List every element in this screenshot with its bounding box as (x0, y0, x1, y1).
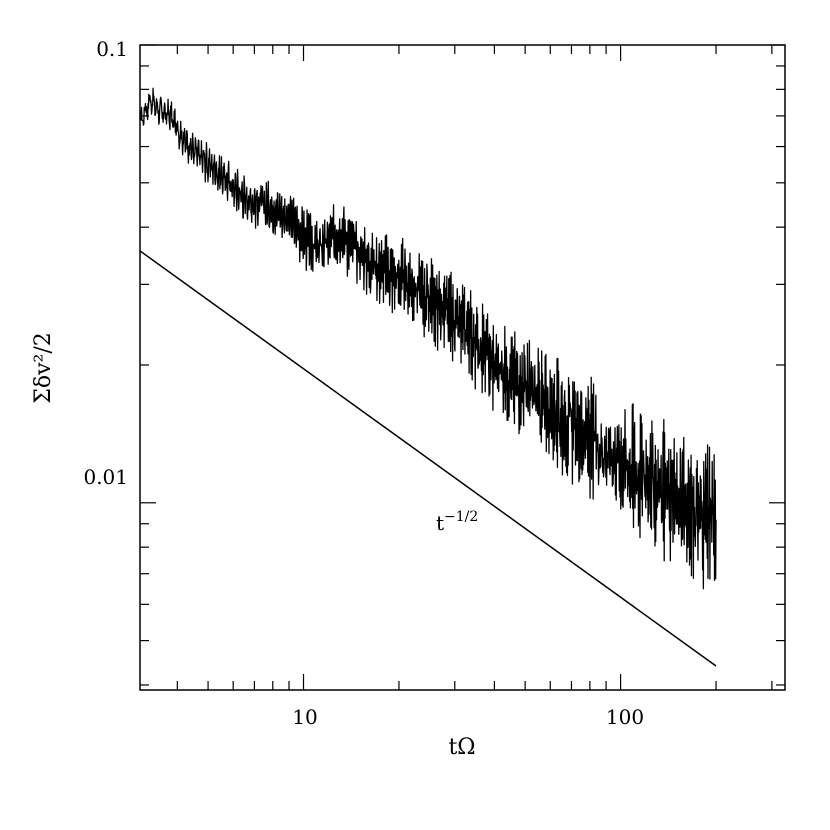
axis-ticks (140, 44, 785, 690)
x-tick-label-100: 100 (606, 705, 644, 729)
series-line-noisy (139, 87, 717, 590)
plot-frame (139, 44, 786, 691)
x-axis-title: tΩ (448, 735, 475, 760)
series-group (139, 87, 717, 667)
x-tick-label-10: 10 (292, 705, 317, 729)
y-tick-label-0.01: 0.01 (83, 465, 128, 489)
y-axis-title: Σδv²/2 (31, 332, 56, 403)
power-law-annotation-exponent: −1/2 (444, 509, 478, 525)
y-tick-label-0.1: 0.1 (96, 37, 128, 61)
power-law-annotation-base: t (436, 511, 444, 535)
series-line-power-law (139, 250, 717, 667)
power-law-annotation: t−1/2 (436, 509, 478, 535)
